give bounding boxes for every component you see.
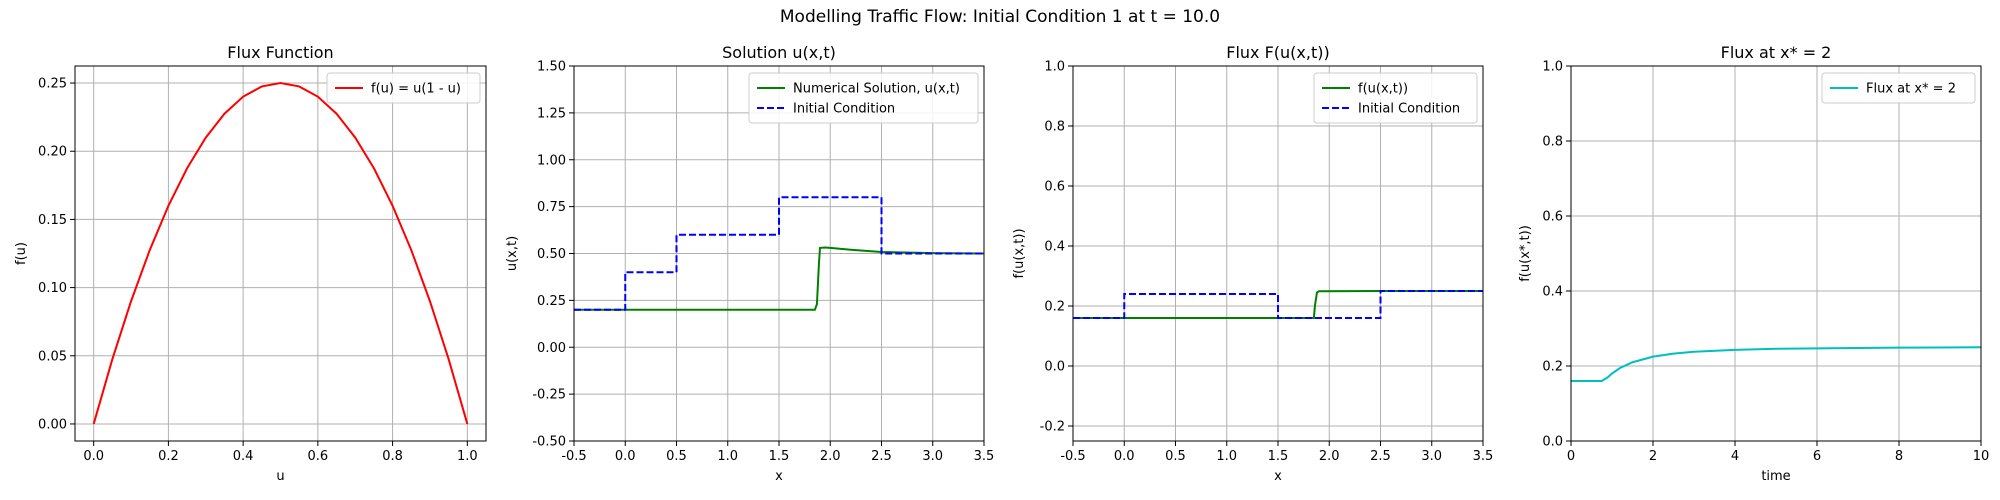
legend-label: Initial Condition [1358,102,1460,117]
x-tick-label: 3.0 [1421,449,1442,464]
axes-frame [74,65,487,442]
chart-title: Flux F(u(x,t)) [1226,43,1329,62]
series-line-1 [1571,346,1981,382]
x-tick-label: 4 [1731,449,1739,464]
y-tick-label: 0.0 [1542,435,1563,450]
x-tick-label: 0.8 [382,449,403,464]
x-tick-label: 0.4 [233,449,254,464]
y-tick-label: 0.15 [38,213,67,228]
y-tick-label: 1.0 [1542,60,1563,75]
x-tick-label: -0.5 [1060,449,1085,464]
x-axis-label: x [1274,469,1282,484]
y-tick-label: 0.8 [1542,135,1563,150]
legend: f(u(x,t)) Initial Condition [1313,72,1478,124]
y-tick-label: 1.00 [537,153,566,168]
x-tick-label: 1.5 [1268,449,1289,464]
y-tick-label: 1.0 [1044,60,1065,75]
y-tick-label: 0.50 [537,247,566,262]
legend-box [748,72,979,124]
x-tick-label: 3.0 [922,449,943,464]
x-tick-label: 0.2 [158,449,179,464]
x-tick-label: 1.0 [717,449,738,464]
legend: Numerical Solution, u(x,t) Initial Condit… [748,72,979,124]
y-axis-label: f(u(x*,t)) [1518,225,1533,282]
x-tick-label: 3.5 [974,449,995,464]
x-tick-label: 2.5 [1370,449,1391,464]
chart-panel-4: 0 2 4 6 8 10 0.0 0.2 0.4 0.6 0.8 1.0 Flux at x* = 2 t… [1518,43,1989,484]
x-tick-label: 10 [1973,449,1990,464]
x-tick-label: 0.0 [83,449,104,464]
y-tick-label: 0.10 [38,281,67,296]
x-tick-label: 8 [1895,449,1903,464]
legend-label: Numerical Solution, u(x,t) [793,82,960,97]
legend-box [1821,72,1976,104]
chart-panel-2: -0.5 0.0 0.5 1.0 1.5 2.0 2.5 3.0 3.5 -0.50 -0.25 0.… [505,43,994,484]
axes-frame [1570,65,1982,442]
x-tick-label: 6 [1813,449,1821,464]
y-tick-label: 0.8 [1044,120,1065,135]
y-tick-label: 0.20 [38,145,67,160]
series-line-1 [92,82,469,425]
x-tick-label: 2.5 [871,449,892,464]
x-tick-label: 3.5 [1473,449,1494,464]
legend-label: Initial Condition [793,102,895,117]
chart-panel-3: -0.5 0.0 0.5 1.0 1.5 2.0 2.5 3.0 3.5 -0.2 0.0 0.2 0.… [1012,43,1493,484]
y-tick-label: 0.4 [1044,240,1065,255]
y-tick-label: 0.25 [537,294,566,309]
y-tick-label: 0.05 [38,349,67,364]
y-tick-label: 0.6 [1542,210,1563,225]
y-axis-label: f(u(x,t)) [1012,228,1027,278]
x-axis-label: u [276,469,284,484]
x-tick-label: 0 [1567,449,1575,464]
legend-box [326,72,481,104]
y-tick-label: 0.00 [537,341,566,356]
y-tick-label: 0.75 [537,200,566,215]
x-tick-label: 2 [1649,449,1657,464]
x-tick-label: -0.5 [561,449,586,464]
x-axis-label: x [775,469,783,484]
series-line-1 [574,246,984,311]
figure-suptitle: Modelling Traffic Flow: Initial Conditio… [779,7,1221,27]
legend-label: f(u) = u(1 - u) [371,82,461,97]
chart-title: Flux Function [227,43,333,62]
chart-title: Solution u(x,t) [722,43,836,62]
y-tick-label: -0.25 [532,388,566,403]
y-tick-label: 1.25 [537,106,566,121]
x-tick-label: 0.6 [308,449,329,464]
x-tick-label: 0.5 [1165,449,1186,464]
x-axis-label: time [1761,469,1790,484]
x-tick-label: 0.5 [666,449,687,464]
y-axis-label: u(x,t) [505,236,520,271]
y-tick-label: 0.2 [1044,300,1065,315]
x-tick-label: 0.0 [615,449,636,464]
y-tick-label: 0.0 [1044,360,1065,375]
series-line-2 [1073,290,1483,319]
chart-panel-1: 0.0 0.2 0.4 0.6 0.8 1.0 0.00 0.05 0.10 0.15 0.20 0.… [14,43,487,484]
x-tick-label: 2.0 [820,449,841,464]
x-tick-label: 1.0 [457,449,478,464]
y-tick-label: -0.50 [532,435,566,450]
legend: Flux at x* = 2 [1821,72,1976,104]
y-tick-label: 0.2 [1542,360,1563,375]
y-tick-label: 0.00 [38,417,67,432]
legend-label: Flux at x* = 2 [1866,82,1956,97]
x-tick-label: 1.5 [769,449,790,464]
y-tick-label: 1.50 [537,60,566,75]
legend-label: f(u(x,t)) [1358,82,1408,97]
chart-title: Flux at x* = 2 [1721,43,1832,62]
x-tick-label: 1.0 [1216,449,1237,464]
y-axis-label: f(u) [14,242,29,265]
x-tick-label: 2.0 [1319,449,1340,464]
y-tick-label: 0.4 [1542,285,1563,300]
x-tick-label: 0.0 [1114,449,1135,464]
legend: f(u) = u(1 - u) [326,72,481,104]
y-tick-label: 0.6 [1044,180,1065,195]
series-line-2 [574,196,984,311]
legend-box [1313,72,1478,124]
y-tick-label: 0.25 [38,77,67,92]
y-tick-label: -0.2 [1040,420,1065,435]
